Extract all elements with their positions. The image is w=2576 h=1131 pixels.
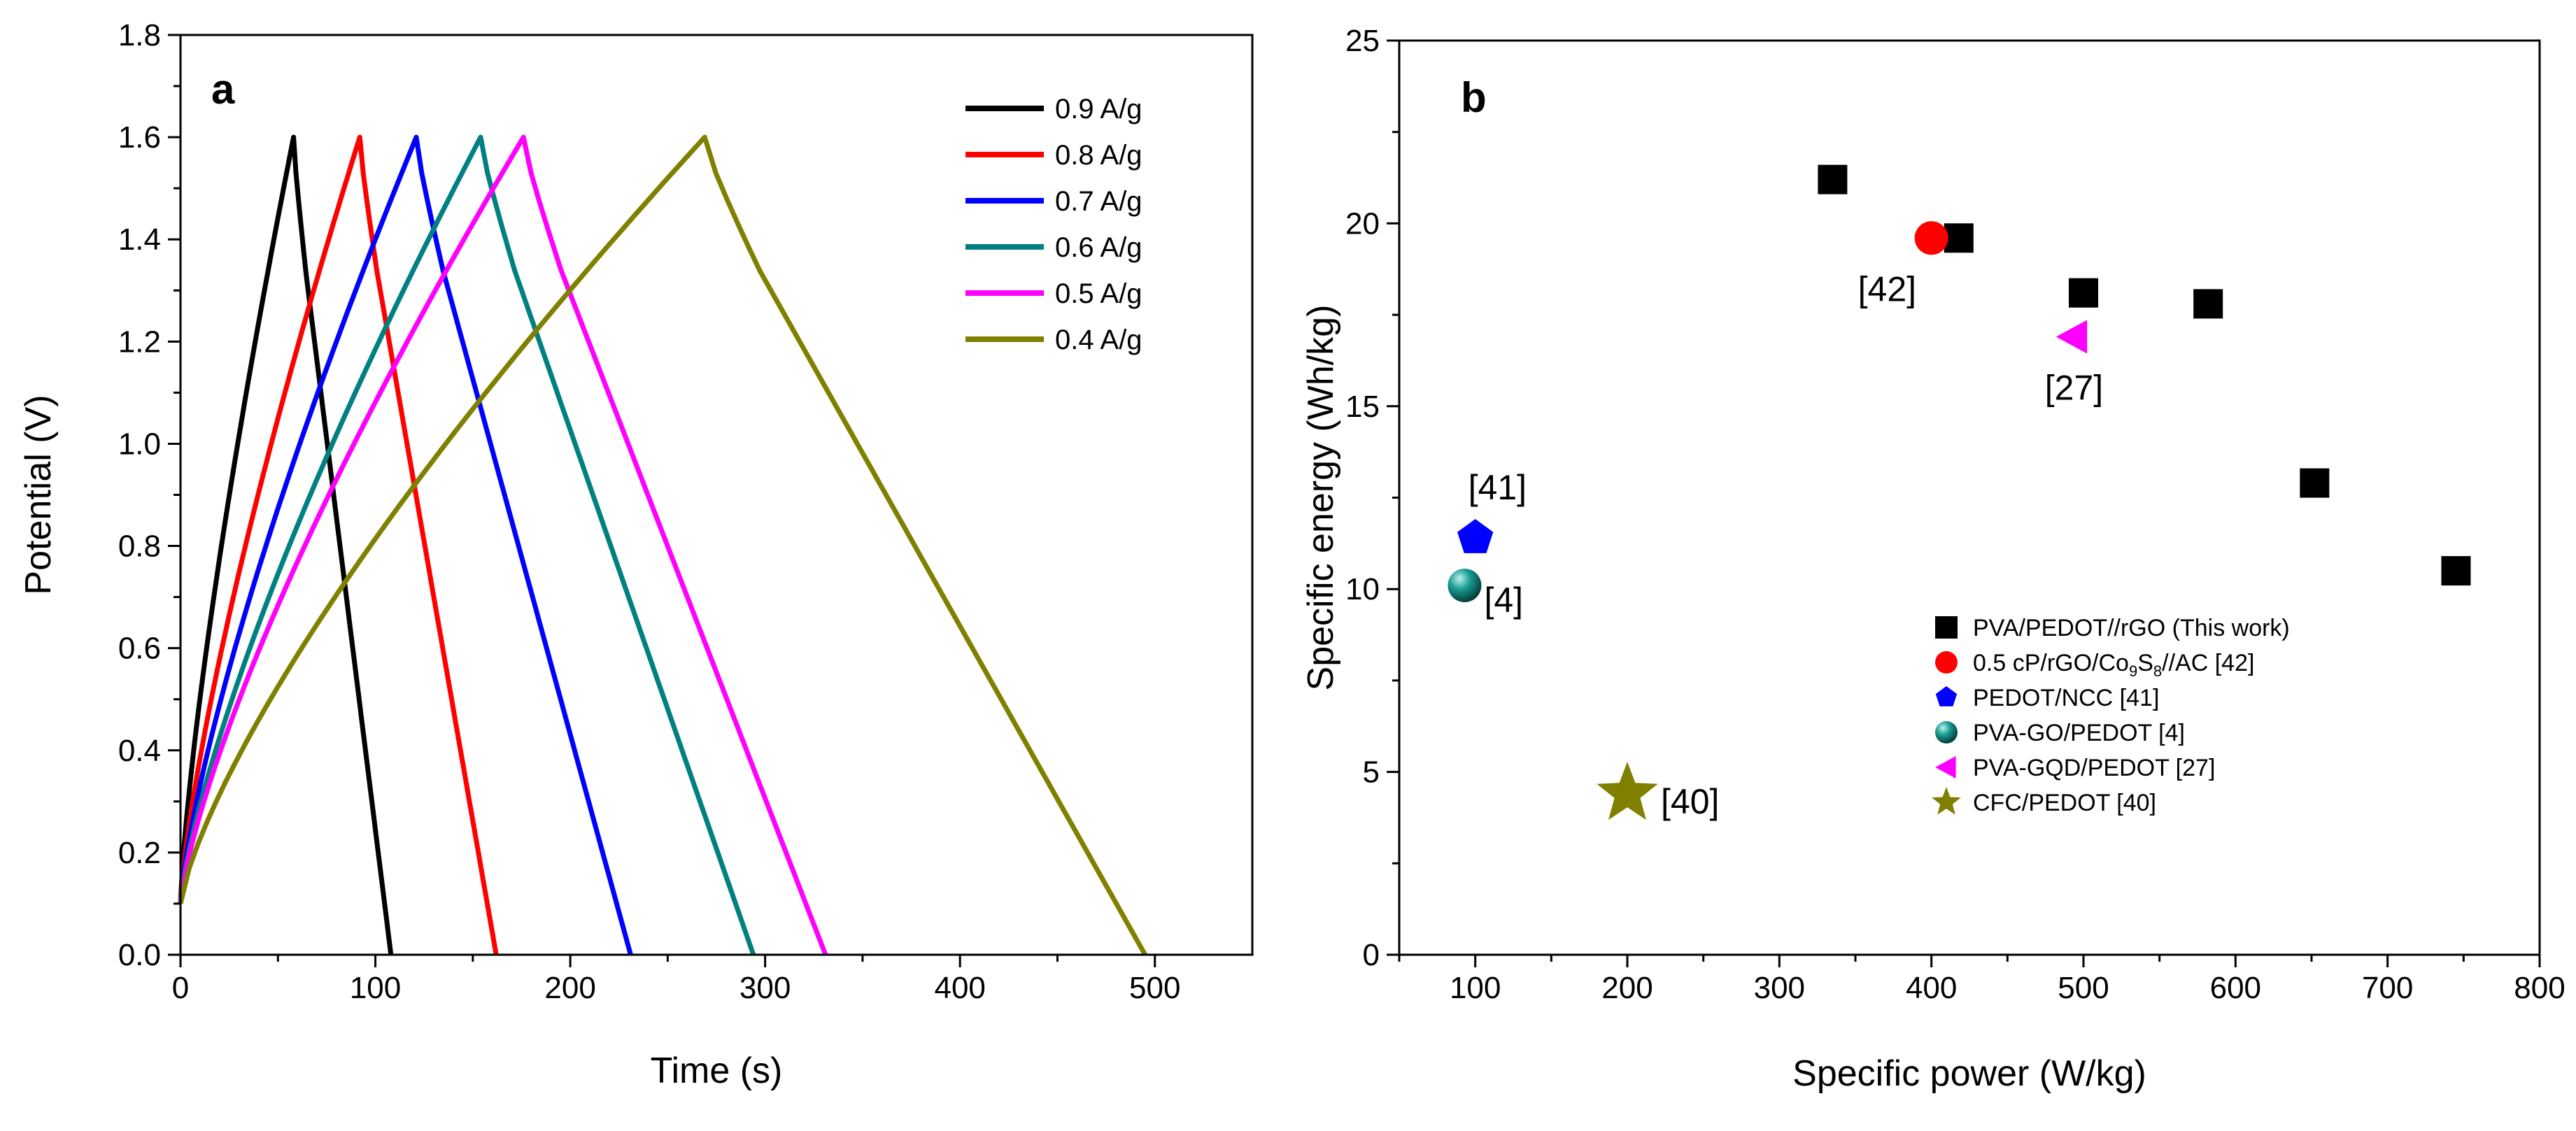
data-point-3-0 bbox=[1448, 568, 1482, 602]
series-line-0 bbox=[178, 134, 394, 955]
data-point-0-1 bbox=[1944, 223, 1974, 253]
legend-marker-2 bbox=[1935, 686, 1958, 706]
y-tick-label: 10 bbox=[1345, 572, 1380, 606]
panel-b-chart: 100 200 300 400 500 600 700 800 0 5 10 15 20 25 Specif… bbox=[1301, 24, 2566, 1094]
y-tick-label: 0.2 bbox=[118, 836, 161, 870]
point-annotation-3: [4] bbox=[1484, 581, 1523, 620]
x-tick-label: 700 bbox=[2362, 971, 2413, 1005]
legend-label-5: CFC/PEDOT [40] bbox=[1973, 790, 2156, 816]
legend-label-4: 0.5 A/g bbox=[1055, 278, 1142, 309]
x-tick-label: 300 bbox=[739, 971, 791, 1005]
series-line-2 bbox=[178, 134, 633, 955]
legend-label-1: 0.5 cP/rGO/Co9S8//AC [42] bbox=[1973, 650, 2254, 680]
legend-label-2: PEDOT/NCC [41] bbox=[1973, 685, 2159, 711]
data-point-2-0 bbox=[1457, 519, 1494, 553]
x-tick-label: 600 bbox=[2210, 971, 2261, 1005]
y-tick-label: 0 bbox=[1363, 938, 1380, 972]
y-tick-label: 0.8 bbox=[118, 529, 161, 564]
data-point-0-2 bbox=[2069, 278, 2098, 308]
y-tick-label: 1.4 bbox=[118, 222, 161, 257]
y-axis-title: Potential (V) bbox=[18, 394, 59, 595]
series-line-3 bbox=[178, 134, 756, 956]
legend-label-part: 9 bbox=[2129, 662, 2137, 680]
y-tick-label: 0.0 bbox=[118, 938, 161, 972]
data-point-0-4 bbox=[2300, 468, 2330, 498]
curves bbox=[178, 134, 1147, 956]
x-tick-label: 100 bbox=[350, 971, 401, 1005]
x-tick-label: 300 bbox=[1754, 971, 1805, 1005]
x-tick-label: 400 bbox=[934, 971, 985, 1005]
x-tick-label: 200 bbox=[1601, 971, 1653, 1005]
legend-marker-4 bbox=[1935, 756, 1956, 778]
data-point-0-0 bbox=[1818, 164, 1848, 194]
legend-label-2: 0.7 A/g bbox=[1055, 186, 1142, 217]
y-tick-label: 1.0 bbox=[118, 427, 161, 461]
legend-label-part: S bbox=[2137, 650, 2153, 676]
legend-marker-5 bbox=[1932, 787, 1961, 815]
y-tick-label: 5 bbox=[1363, 755, 1380, 790]
legend-marker-3 bbox=[1935, 721, 1958, 744]
legend-marker-1 bbox=[1935, 651, 1958, 674]
legend-label-3: PVA-GO/PEDOT [4] bbox=[1973, 720, 2185, 746]
y-tick-label: 25 bbox=[1345, 24, 1380, 58]
y-tick-label: 1.8 bbox=[118, 18, 161, 52]
legend-marker-0 bbox=[1935, 616, 1958, 639]
data-point-1-0 bbox=[1914, 221, 1948, 255]
x-tick-label: 200 bbox=[544, 971, 595, 1005]
x-tick-label: 400 bbox=[1906, 971, 1957, 1005]
series-line-4 bbox=[178, 134, 828, 956]
point-annotation-4: [27] bbox=[2045, 368, 2103, 407]
x-tick-label: 0 bbox=[172, 971, 189, 1005]
point-annotation-2: [41] bbox=[1469, 468, 1527, 507]
y-tick-label: 0.6 bbox=[118, 632, 161, 666]
y-tick-label: 15 bbox=[1345, 390, 1380, 424]
y-axis-title-b: Specific energy (Wh/kg) bbox=[1301, 305, 1341, 691]
x-tick-label: 500 bbox=[2058, 971, 2109, 1005]
point-annotation-5: [40] bbox=[1661, 782, 1719, 821]
legend-label-0: PVA/PEDOT//rGO (This work) bbox=[1973, 615, 2290, 641]
x-tick-label: 500 bbox=[1129, 971, 1180, 1005]
y-tick-label: 1.6 bbox=[118, 120, 161, 155]
series-line-5 bbox=[178, 134, 1147, 956]
x-axis-title: Time (s) bbox=[651, 1051, 783, 1091]
x-tick-label: 800 bbox=[2514, 971, 2565, 1005]
panel-label-a: a bbox=[211, 66, 235, 113]
y-tick-label: 20 bbox=[1345, 206, 1380, 241]
legend-label-part: //AC [42] bbox=[2162, 650, 2254, 676]
x-axis-title-b: Specific power (W/kg) bbox=[1792, 1053, 2146, 1094]
data-point-0-3 bbox=[2193, 289, 2223, 319]
plot-frame-b bbox=[1398, 39, 2541, 956]
x-tick-label: 100 bbox=[1450, 971, 1501, 1005]
data-point-0-5 bbox=[2441, 556, 2471, 586]
legend-label-0: 0.9 A/g bbox=[1055, 94, 1142, 125]
legend-label-part: 8 bbox=[2153, 662, 2162, 680]
y-tick-label: 1.2 bbox=[118, 325, 161, 359]
legend-label-4: PVA-GQD/PEDOT [27] bbox=[1973, 755, 2215, 781]
data-point-4-0 bbox=[2055, 320, 2088, 354]
panel-label-b: b bbox=[1461, 74, 1487, 121]
legend-label-3: 0.6 A/g bbox=[1055, 232, 1142, 263]
legend-label-5: 0.4 A/g bbox=[1055, 325, 1142, 355]
legend-label-part: 0.5 cP/rGO/Co bbox=[1973, 650, 2129, 676]
point-annotation-1: [42] bbox=[1858, 269, 1916, 308]
legend-label-1: 0.8 A/g bbox=[1055, 140, 1142, 171]
y-tick-label: 0.4 bbox=[118, 734, 161, 768]
panel-a-chart: 0 100 200 300 400 500 0.0 0.2 0.4 0.6 0.8 1.0 1.2 1.4… bbox=[18, 18, 1254, 1091]
series-line-1 bbox=[178, 134, 499, 955]
data-point-5-0 bbox=[1597, 762, 1658, 820]
